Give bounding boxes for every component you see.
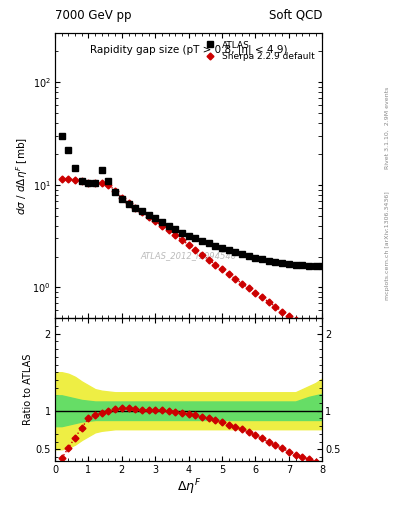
Text: Rivet 3.1.10,  2.9M events: Rivet 3.1.10, 2.9M events [385,87,389,169]
Sherpa 2.2.9 default [226,271,231,277]
Sherpa 2.2.9 default [146,214,151,220]
ATLAS [113,189,118,195]
Line: ATLAS: ATLAS [59,133,325,269]
ATLAS [106,178,111,184]
Sherpa 2.2.9 default [213,262,218,268]
Sherpa 2.2.9 default [246,285,251,291]
Sherpa 2.2.9 default [140,209,144,216]
ATLAS [86,180,91,186]
Legend: ATLAS, Sherpa 2.2.9 default: ATLAS, Sherpa 2.2.9 default [199,38,318,64]
Text: mcplots.cern.ch [arXiv:1306.3436]: mcplots.cern.ch [arXiv:1306.3436] [385,191,389,300]
ATLAS [280,260,285,266]
ATLAS [173,226,178,232]
Sherpa 2.2.9 default [220,266,224,272]
ATLAS [220,245,224,251]
Text: ATLAS_2012_I1094540: ATLAS_2012_I1094540 [141,251,237,260]
ATLAS [300,262,305,268]
Sherpa 2.2.9 default [313,330,318,336]
ATLAS [160,219,164,225]
ATLAS [200,238,204,244]
ATLAS [186,233,191,240]
Sherpa 2.2.9 default [99,180,104,186]
Sherpa 2.2.9 default [153,218,158,224]
Y-axis label: $d\sigma\ /\ d\Delta\eta^F\ \mathrm{[mb]}$: $d\sigma\ /\ d\Delta\eta^F\ \mathrm{[mb]… [14,137,30,215]
ATLAS [226,247,231,253]
Sherpa 2.2.9 default [240,281,244,287]
Y-axis label: Ratio to ATLAS: Ratio to ATLAS [23,354,33,425]
Sherpa 2.2.9 default [180,237,184,243]
Sherpa 2.2.9 default [260,294,264,301]
Sherpa 2.2.9 default [320,335,325,342]
X-axis label: $\Delta\eta^F$: $\Delta\eta^F$ [176,478,201,497]
Sherpa 2.2.9 default [186,242,191,248]
Sherpa 2.2.9 default [293,317,298,323]
Sherpa 2.2.9 default [113,187,118,194]
Sherpa 2.2.9 default [307,326,311,332]
ATLAS [246,253,251,259]
Text: 7000 GeV pp: 7000 GeV pp [55,9,132,22]
Sherpa 2.2.9 default [86,180,91,186]
ATLAS [266,258,271,264]
ATLAS [59,133,64,139]
Sherpa 2.2.9 default [66,176,71,182]
Text: Soft QCD: Soft QCD [269,9,322,22]
Sherpa 2.2.9 default [253,290,258,296]
Sherpa 2.2.9 default [266,299,271,305]
Sherpa 2.2.9 default [273,304,278,310]
ATLAS [73,165,77,172]
Sherpa 2.2.9 default [193,247,198,253]
Sherpa 2.2.9 default [59,176,64,182]
ATLAS [66,146,71,153]
ATLAS [99,167,104,173]
Sherpa 2.2.9 default [280,309,285,315]
ATLAS [233,249,238,255]
Sherpa 2.2.9 default [106,182,111,188]
ATLAS [260,256,264,262]
ATLAS [126,201,131,207]
ATLAS [153,216,158,222]
ATLAS [146,212,151,218]
Sherpa 2.2.9 default [133,204,138,210]
ATLAS [140,208,144,215]
Sherpa 2.2.9 default [286,313,291,319]
Sherpa 2.2.9 default [93,180,97,186]
ATLAS [320,263,325,269]
Text: Rapidity gap size (pT > 0.8, |η| < 4.9): Rapidity gap size (pT > 0.8, |η| < 4.9) [90,45,287,55]
ATLAS [213,243,218,249]
Sherpa 2.2.9 default [126,200,131,206]
ATLAS [180,230,184,236]
ATLAS [253,254,258,261]
ATLAS [119,196,124,202]
Sherpa 2.2.9 default [206,257,211,263]
Sherpa 2.2.9 default [79,178,84,184]
ATLAS [193,236,198,242]
Sherpa 2.2.9 default [300,322,305,328]
ATLAS [286,261,291,267]
ATLAS [307,263,311,269]
Sherpa 2.2.9 default [160,223,164,229]
Sherpa 2.2.9 default [166,227,171,233]
Sherpa 2.2.9 default [233,276,238,282]
Sherpa 2.2.9 default [200,252,204,258]
ATLAS [166,223,171,229]
ATLAS [273,259,278,265]
ATLAS [133,204,138,210]
ATLAS [313,263,318,269]
ATLAS [293,262,298,268]
Sherpa 2.2.9 default [73,177,77,183]
ATLAS [240,251,244,257]
Sherpa 2.2.9 default [173,232,178,238]
Sherpa 2.2.9 default [119,195,124,201]
ATLAS [93,180,97,186]
ATLAS [79,178,84,184]
ATLAS [206,240,211,246]
Line: Sherpa 2.2.9 default: Sherpa 2.2.9 default [59,176,325,340]
